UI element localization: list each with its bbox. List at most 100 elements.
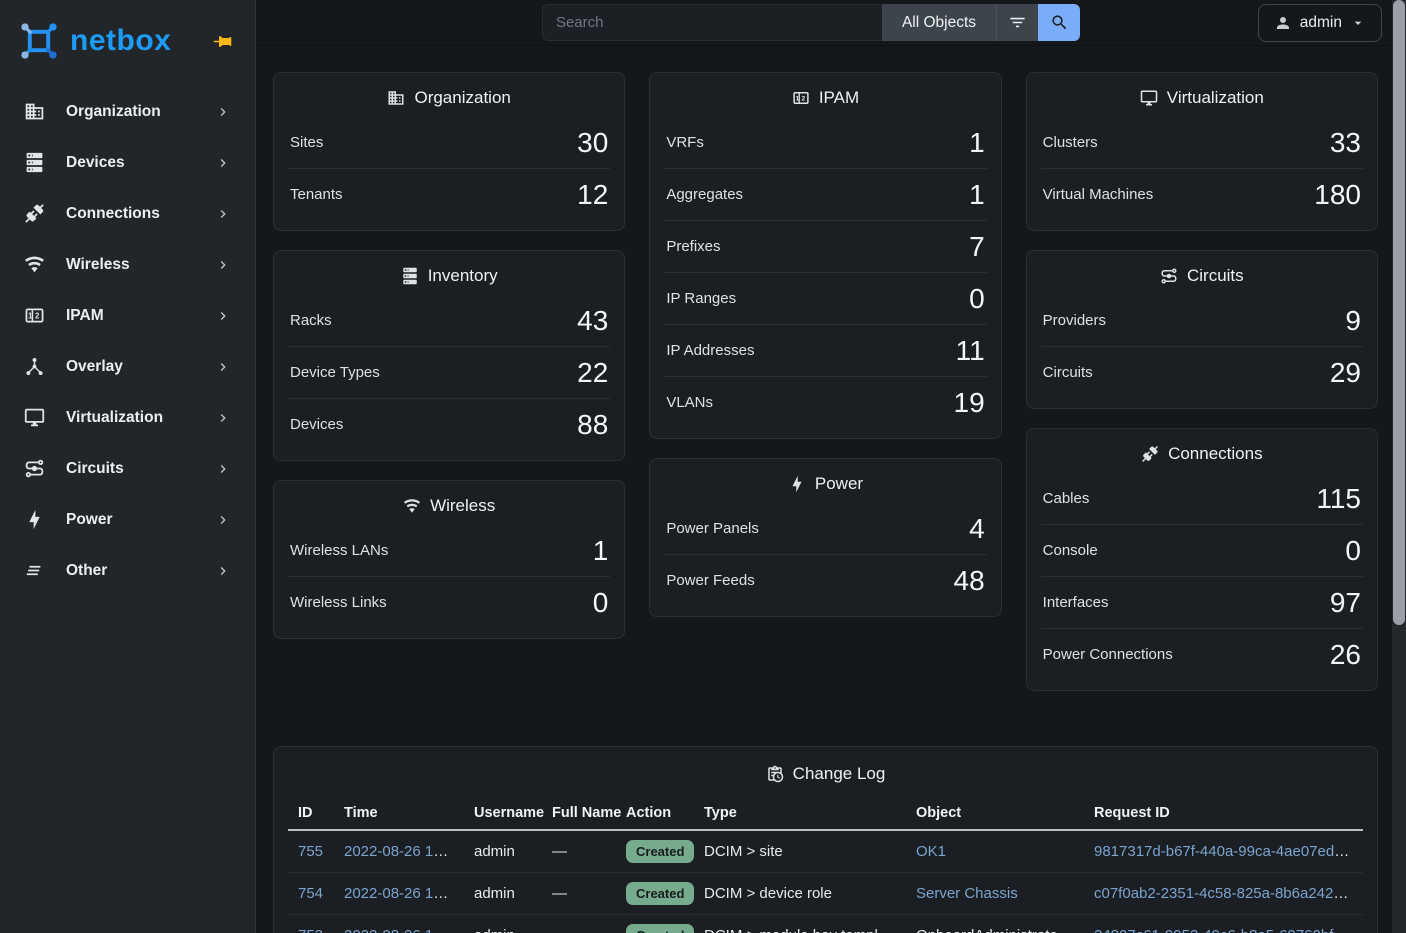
inventory-card: Inventory Racks 43 Device Types 22 Devices 88 xyxy=(273,250,626,461)
stat-label: Racks xyxy=(290,312,332,329)
cell-id: 753 xyxy=(288,914,334,933)
column-header: Type xyxy=(694,797,906,831)
sidebar-item-wireless[interactable]: Wireless xyxy=(0,239,255,290)
card-rows: VRFs 1 Aggregates 1 Prefixes 7 IP Ranges 0 IP Ad… xyxy=(664,117,987,438)
sidebar-item-ipam[interactable]: 1 2 IPAM xyxy=(0,290,255,341)
column-header: Full Name xyxy=(542,797,621,831)
cell-request-id-link[interactable]: 9817317d-b67f-440a-99ca-4ae07ede94df xyxy=(1094,843,1363,860)
cell-time-link[interactable]: 2022-08-26 14:17 xyxy=(344,885,463,902)
search-scope-button[interactable]: All Objects xyxy=(881,4,997,41)
stat-row[interactable]: Tenants 12 xyxy=(288,168,611,220)
transit-icon xyxy=(24,458,45,479)
stat-row[interactable]: Power Connections 26 xyxy=(1040,628,1363,680)
power-card: Power Power Panels 4 Power Feeds 48 xyxy=(649,458,1002,617)
cell-type: DCIM > site xyxy=(694,830,906,873)
chevron-right-icon xyxy=(215,461,231,477)
cell-action: Created xyxy=(616,830,694,873)
search-input[interactable] xyxy=(541,4,882,41)
monitor-icon xyxy=(1140,89,1158,107)
stat-row[interactable]: Clusters 33 xyxy=(1041,117,1363,168)
card-rows: Clusters 33 Virtual Machines 180 xyxy=(1040,117,1363,230)
chevron-right-icon xyxy=(215,155,231,171)
stat-row[interactable]: Aggregates 1 xyxy=(664,168,987,220)
chevron-right-icon xyxy=(215,410,231,426)
cell-object-link[interactable]: Server Chassis xyxy=(916,885,1018,902)
cell-full-name: — xyxy=(542,872,616,915)
dashboard-content: Organization Sites 30 Tenants 12 Inventory Rac… xyxy=(256,46,1406,933)
monitor-icon xyxy=(24,407,45,428)
sidebar-item-connections[interactable]: Connections xyxy=(0,188,255,239)
stat-row[interactable]: Devices 88 xyxy=(288,398,611,450)
chevron-right-icon xyxy=(215,512,231,528)
stat-row[interactable]: Virtual Machines 180 xyxy=(1040,168,1363,220)
sidebar-pin-icon[interactable] xyxy=(212,31,233,52)
stat-row[interactable]: Power Panels 4 xyxy=(664,503,986,554)
user-menu-button[interactable]: admin xyxy=(1257,4,1382,42)
card-rows: Sites 30 Tenants 12 xyxy=(288,117,611,230)
stat-row[interactable]: Providers 9 xyxy=(1041,295,1363,346)
chevron-right-icon xyxy=(215,308,231,324)
stat-row[interactable]: Wireless Links 0 xyxy=(288,576,611,628)
sidebar-item-organization[interactable]: Organization xyxy=(0,86,255,137)
cell-time-link[interactable]: 2022-08-26 14:22 xyxy=(344,843,463,860)
change-log-row: 755 2022-08-26 14:22 admin — Created DCIM > s… xyxy=(288,830,1363,873)
cell-id-link[interactable]: 755 xyxy=(298,843,324,860)
stat-row[interactable]: Device Types 22 xyxy=(288,346,611,398)
sidebar-item-circuits[interactable]: Circuits xyxy=(0,443,255,494)
stat-row[interactable]: IP Addresses 11 xyxy=(664,324,987,376)
card-title: Connections xyxy=(1168,444,1263,463)
change-log-header: Change Log xyxy=(274,747,1377,797)
stat-row[interactable]: Console 0 xyxy=(1040,524,1363,576)
stat-value: 7 xyxy=(969,231,985,262)
stat-row[interactable]: Cables 115 xyxy=(1041,473,1363,524)
stat-row[interactable]: Power Feeds 48 xyxy=(664,554,987,606)
cell-time-link[interactable]: 2022-08-26 14:15 xyxy=(344,927,462,933)
sidebar-item-power[interactable]: Power xyxy=(0,494,255,545)
wifi-icon xyxy=(403,497,421,515)
bolt-icon xyxy=(24,509,45,530)
stat-value: 0 xyxy=(969,283,985,314)
stat-row[interactable]: IP Ranges 0 xyxy=(664,272,987,324)
sidebar-item-devices[interactable]: Devices xyxy=(0,137,255,188)
cell-id-link[interactable]: 754 xyxy=(298,885,324,902)
sidebar-item-label: IPAM xyxy=(66,306,104,324)
connection-icon xyxy=(1141,445,1159,463)
sidebar-nav: Organization Devices Connections Wireless 1 2… xyxy=(0,78,255,596)
cell-object-link[interactable]: OK1 xyxy=(916,843,947,860)
card-rows: Providers 9 Circuits 29 xyxy=(1040,295,1363,408)
sidebar-item-other[interactable]: Other xyxy=(0,545,255,596)
sidebar-item-virtualization[interactable]: Virtualization xyxy=(0,392,255,443)
stat-row[interactable]: Prefixes 7 xyxy=(664,220,987,272)
organization-card-header: Organization xyxy=(274,73,624,117)
stat-row[interactable]: Racks 43 xyxy=(288,295,610,346)
cell-action: Created xyxy=(616,872,694,915)
cell-request-id-link[interactable]: c07f0ab2-2351-4c58-825a-8b6a2425a1ab xyxy=(1094,885,1363,902)
chevron-down-icon xyxy=(1350,15,1366,31)
stat-row[interactable]: Wireless LANs 1 xyxy=(288,525,610,576)
stat-row[interactable]: VLANs 19 xyxy=(664,376,987,428)
cell-request-id-link[interactable]: 24807c61-9952-49c6-b8a5-69760bfcc4b3 xyxy=(1094,927,1363,933)
stat-value: 97 xyxy=(1329,587,1361,618)
stat-value: 43 xyxy=(577,305,609,336)
connections-card: Connections Cables 115 Console 0 Interfaces 97… xyxy=(1025,428,1378,691)
cell-id-link[interactable]: 753 xyxy=(298,927,323,933)
search-filter-button[interactable] xyxy=(996,4,1039,41)
stat-row[interactable]: VRFs 1 xyxy=(664,117,986,168)
page-scrollbar[interactable] xyxy=(1392,0,1406,933)
change-log-card: Change Log ID Time Username Full Name Action… xyxy=(273,746,1378,933)
column-header: Request ID xyxy=(1084,797,1363,831)
column-header: Action xyxy=(616,797,694,831)
card-title: Power xyxy=(814,474,864,493)
stat-value: 22 xyxy=(577,357,609,388)
search-submit-button[interactable] xyxy=(1038,4,1081,41)
building-icon xyxy=(387,89,405,107)
stat-row[interactable]: Circuits 29 xyxy=(1040,346,1363,398)
transit-icon xyxy=(1160,267,1178,285)
stat-row[interactable]: Interfaces 97 xyxy=(1040,576,1363,628)
stat-row[interactable]: Sites 30 xyxy=(288,117,610,168)
sidebar-item-overlay[interactable]: Overlay xyxy=(0,341,255,392)
cell-object: Server Chassis xyxy=(906,872,1084,915)
stat-label: Devices xyxy=(290,416,344,433)
scrollbar-thumb[interactable] xyxy=(1393,0,1405,625)
